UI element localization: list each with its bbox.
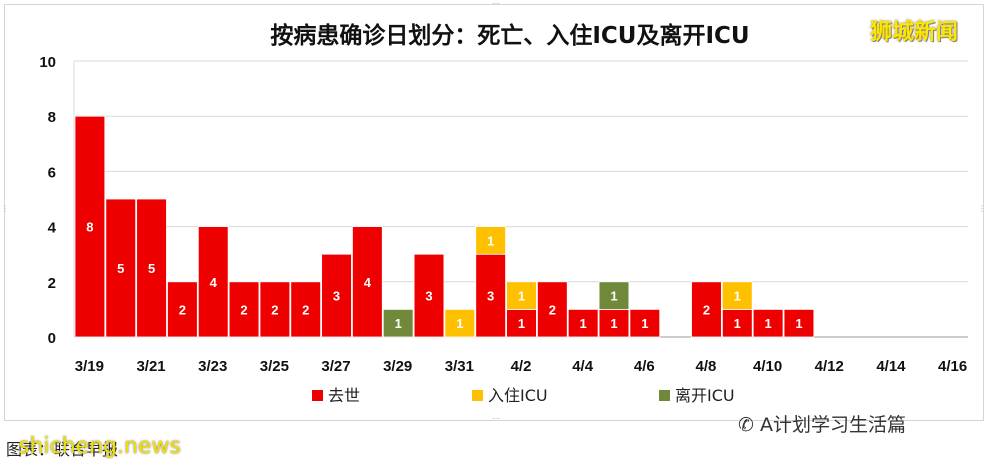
- data-label: 1: [580, 316, 587, 331]
- data-label: 2: [302, 302, 309, 317]
- x-tick-label: 4/8: [696, 358, 717, 375]
- wechat-account: ✆ A计划学习生活篇: [738, 410, 906, 437]
- bar-died: [413, 253, 445, 338]
- x-tick-label: 4/6: [634, 358, 655, 375]
- legend-label: 离开ICU: [675, 386, 735, 405]
- x-tick-label: 3/25: [260, 358, 289, 375]
- y-tick-label: 0: [48, 330, 56, 347]
- x-tick-label: 3/27: [321, 358, 350, 375]
- data-label: 2: [549, 302, 556, 317]
- bar-died: [629, 308, 661, 338]
- bar-died: [290, 281, 322, 338]
- data-label: 1: [734, 316, 741, 331]
- x-tick-label: 4/16: [938, 358, 967, 375]
- y-tick-label: 4: [48, 220, 57, 237]
- bar-icu_out: [382, 308, 414, 338]
- bar-died: [475, 253, 506, 338]
- x-tick-label: 4/14: [876, 358, 906, 375]
- data-label: 1: [518, 316, 525, 331]
- bar-died: [105, 198, 137, 338]
- bar-died: [752, 308, 784, 338]
- resize-handle-right[interactable]: ⋮: [978, 204, 986, 213]
- data-label: 8: [86, 220, 93, 235]
- data-label: 3: [425, 289, 432, 304]
- chart-frame: ⋯ ⋯ ⋮ ⋮: [1, 0, 986, 423]
- wechat-icon: ✆: [738, 414, 754, 436]
- x-tick-label: 4/2: [511, 358, 532, 375]
- legend-swatch-icu_in: [472, 390, 483, 401]
- data-label: 1: [610, 316, 617, 331]
- bar-icu_in: [475, 226, 506, 255]
- bar-died: [567, 308, 599, 338]
- bar-died: [321, 253, 352, 338]
- site-watermark: shicheng.news: [18, 434, 181, 459]
- x-tick-label: 3/19: [75, 358, 104, 375]
- resize-handle-left[interactable]: ⋮: [1, 204, 9, 213]
- x-tick-label: 4/4: [572, 358, 594, 375]
- data-label: 3: [487, 289, 494, 304]
- bar-icu_in: [506, 281, 537, 310]
- data-label: 1: [641, 316, 648, 331]
- bar-died: [352, 226, 383, 338]
- data-label: 1: [765, 316, 772, 331]
- legend-label: 去世: [328, 386, 360, 405]
- data-label: 1: [795, 316, 802, 331]
- bar-died: [783, 308, 815, 338]
- bar-died: [259, 281, 291, 338]
- wechat-account-name: A计划学习生活篇: [759, 414, 906, 436]
- chart-credit: 图表：联合早报: [6, 440, 119, 459]
- resize-handle-bottom[interactable]: ⋯: [492, 414, 500, 423]
- x-tick-label: 3/29: [383, 358, 412, 375]
- resize-handle-top[interactable]: ⋯: [492, 0, 500, 8]
- data-label: 1: [487, 233, 494, 248]
- data-label: 2: [703, 302, 710, 317]
- data-label: 5: [148, 261, 155, 276]
- bar-icu_out: [598, 281, 630, 310]
- data-label: 1: [610, 289, 617, 304]
- bar-died: [721, 308, 753, 338]
- y-tick-label: 10: [39, 54, 56, 71]
- chart-title: 按病患确诊日划分：死亡、入住ICU及离开ICU: [270, 23, 750, 49]
- x-tick-label: 3/31: [445, 358, 474, 375]
- data-label: 1: [456, 316, 463, 331]
- data-label: 5: [117, 261, 124, 276]
- bar-died: [136, 198, 167, 338]
- legend-swatch-died: [312, 390, 323, 401]
- bar-died: [167, 281, 198, 338]
- data-label: 1: [395, 316, 402, 331]
- data-label: 1: [518, 289, 525, 304]
- y-tick-label: 8: [48, 109, 56, 126]
- x-tick-label: 3/21: [136, 358, 165, 375]
- bar-icu_in: [444, 308, 476, 338]
- bar-died: [537, 281, 568, 338]
- bar-died: [74, 115, 106, 338]
- bar-died: [598, 308, 630, 338]
- y-tick-label: 6: [48, 164, 56, 181]
- data-label: 2: [179, 302, 186, 317]
- data-label: 1: [734, 289, 741, 304]
- x-tick-label: 3/23: [198, 358, 227, 375]
- bar-died: [197, 226, 229, 338]
- watermark-logo: 狮城新闻: [870, 20, 959, 45]
- data-label: 4: [210, 275, 218, 290]
- bar-died: [228, 281, 260, 338]
- data-label: 2: [240, 302, 247, 317]
- data-label: 4: [364, 275, 372, 290]
- legend-swatch-icu_out: [659, 390, 670, 401]
- bar-icu_in: [721, 281, 753, 310]
- y-tick-label: 2: [48, 275, 56, 292]
- data-label: 2: [271, 302, 278, 317]
- x-tick-label: 4/12: [815, 358, 844, 375]
- legend-label: 入住ICU: [488, 386, 548, 405]
- bar-died: [691, 281, 722, 338]
- x-tick-label: 4/10: [753, 358, 782, 375]
- data-label: 3: [333, 289, 340, 304]
